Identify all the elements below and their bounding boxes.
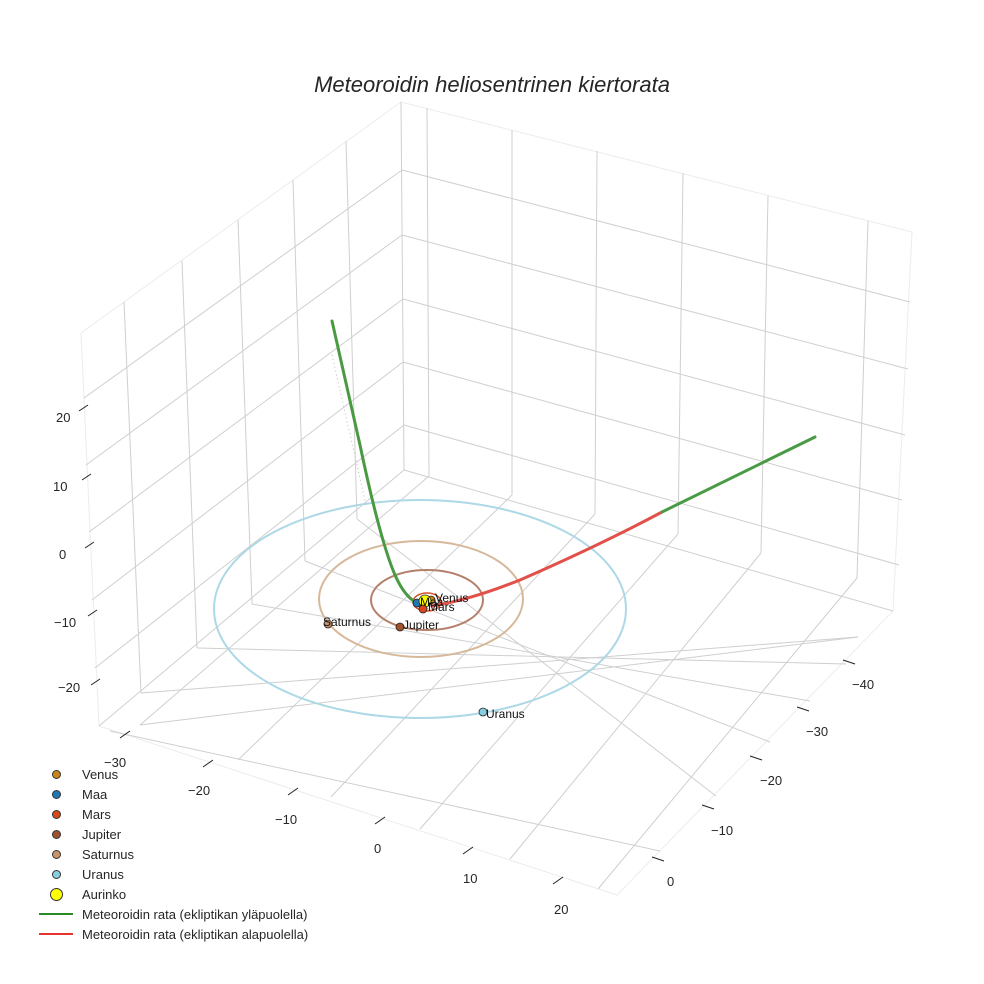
legend-label: Meteoroidin rata (ekliptikan alapuolella…: [82, 926, 309, 942]
legend-item-saturnus[interactable]: Saturnus: [38, 844, 308, 864]
x-tick-label: −10: [275, 812, 297, 827]
z-tick-label: 20: [56, 410, 70, 425]
legend-label: Venus: [82, 766, 119, 782]
trajectory-outgoing-below: [430, 510, 664, 608]
planet-label-saturnus: Saturnus: [323, 615, 371, 629]
right-wall-grid: [400, 101, 911, 579]
legend-label: Uranus: [82, 866, 124, 882]
legend-label: Mars: [82, 806, 111, 822]
planet-label-venus: Venus: [435, 591, 468, 605]
orbit-uranus: [213, 499, 627, 719]
planet-mars: [418, 604, 428, 614]
trajectory-incoming-above: [330, 319, 421, 606]
trajectory-droplines: [331, 354, 367, 506]
planet-jupiter: [395, 622, 405, 632]
legend-item-aurinko[interactable]: Aurinko: [38, 884, 308, 904]
legend-label: Aurinko: [82, 886, 127, 902]
x-tick-label: 0: [374, 841, 381, 856]
y-axis: −40 −30 −20 −10 0: [651, 659, 874, 889]
red-line-icon: [38, 933, 74, 935]
legend-label: Saturnus: [82, 846, 135, 862]
y-tick-label: −30: [806, 724, 828, 739]
planet-label-jupiter: Jupiter: [403, 618, 439, 632]
orbit-saturnus: [318, 540, 524, 658]
x-axis: −30 −20 −10 0 10 20: [104, 730, 568, 917]
circle-marker-icon: [38, 869, 74, 879]
legend-item-trajectory-below[interactable]: Meteoroidin rata (ekliptikan alapuolella…: [38, 924, 308, 944]
circle-marker-icon: [38, 829, 74, 839]
y-tick-label: −10: [711, 823, 733, 838]
circle-marker-icon: [38, 789, 74, 799]
x-tick-label: 20: [554, 902, 568, 917]
y-tick-label: 0: [667, 874, 674, 889]
left-wall-grid: [83, 140, 405, 694]
orbit-jupiter: [370, 569, 484, 631]
planet-label-mars: Mars: [428, 600, 455, 614]
legend-item-maa[interactable]: Maa: [38, 784, 308, 804]
circle-marker-icon: [38, 769, 74, 779]
legend: Venus Maa Mars Jupiter Saturnus Uranus A…: [38, 764, 308, 944]
z-tick-label: 10: [53, 479, 67, 494]
circle-marker-icon: [38, 849, 74, 859]
z-tick-label: −20: [58, 680, 80, 695]
z-axis: 20 10 0 −10 −20: [53, 404, 101, 695]
trajectory-outgoing-above: [660, 435, 817, 514]
legend-item-jupiter[interactable]: Jupiter: [38, 824, 308, 844]
z-tick-label: −10: [54, 615, 76, 630]
orbits: [213, 499, 627, 719]
legend-item-uranus[interactable]: Uranus: [38, 864, 308, 884]
circle-marker-icon: [38, 809, 74, 819]
y-tick-label: −20: [760, 773, 782, 788]
legend-label: Jupiter: [82, 826, 122, 842]
planet-uranus: [478, 707, 488, 717]
meteoroid-trajectory: [330, 319, 817, 608]
legend-item-trajectory-above[interactable]: Meteoroidin rata (ekliptikan yläpuolella…: [38, 904, 308, 924]
legend-item-mars[interactable]: Mars: [38, 804, 308, 824]
planet-label-uranus: Uranus: [486, 707, 525, 721]
y-tick-label: −40: [852, 677, 874, 692]
chart-title: Meteoroidin heliosentrinen kiertorata: [314, 72, 670, 97]
legend-item-venus[interactable]: Venus: [38, 764, 308, 784]
sun-marker-icon: [38, 887, 74, 901]
floor-grid: [98, 469, 894, 890]
x-tick-label: 10: [463, 871, 477, 886]
legend-label: Meteoroidin rata (ekliptikan yläpuolella…: [82, 906, 308, 922]
planet-label-maa: Maa: [420, 595, 444, 609]
planet-saturnus: [323, 619, 333, 629]
x-tick-label: −20: [188, 783, 210, 798]
z-tick-label: 0: [59, 547, 66, 562]
x-tick-label: −30: [104, 755, 126, 770]
green-line-icon: [38, 913, 74, 915]
planets: Venus Maa Mars Jupiter Saturnus Uranus: [323, 591, 525, 721]
legend-label: Maa: [82, 786, 108, 802]
